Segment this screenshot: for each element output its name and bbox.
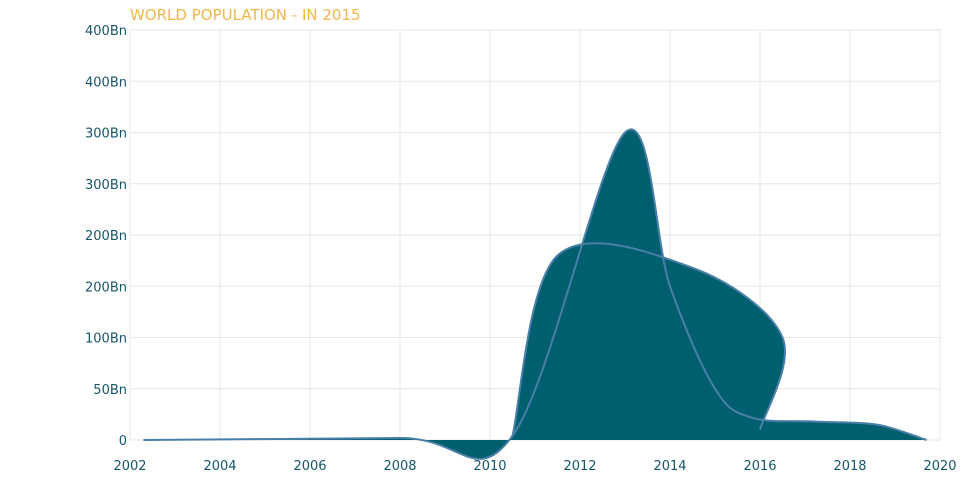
y-tick-label: 200Bn xyxy=(85,280,127,295)
line-series xyxy=(143,128,927,460)
x-tick-label: 2012 xyxy=(563,459,596,474)
y-tick-label: 50Bn xyxy=(93,383,127,398)
x-tick-label: 2002 xyxy=(113,459,146,474)
x-tick-label: 2006 xyxy=(293,459,326,474)
y-tick-label: 0 xyxy=(119,434,127,449)
x-tick-label: 2010 xyxy=(473,459,506,474)
y-tick-label: 100Bn xyxy=(85,332,127,347)
x-tick-label: 2004 xyxy=(203,459,236,474)
x-tick-label: 2014 xyxy=(653,459,686,474)
y-tick-label: 400Bn xyxy=(85,75,127,90)
series-area-1 xyxy=(512,243,786,440)
x-tick-label: 2016 xyxy=(743,459,776,474)
y-tick-label: 300Bn xyxy=(85,127,127,142)
series-line-1 xyxy=(511,242,786,437)
x-tick-label: 2008 xyxy=(383,459,416,474)
series-line-0 xyxy=(143,128,927,460)
chart-title: WORLD POPULATION - IN 2015 xyxy=(130,6,361,24)
x-tick-label: 2020 xyxy=(923,459,956,474)
axis-ticks: 2002 2004 2006 2008 2010 2012 2014 2016 2018 2020… xyxy=(85,24,957,474)
y-tick-label: 400Bn xyxy=(85,24,127,39)
area-series xyxy=(143,129,927,459)
x-tick-label: 2018 xyxy=(833,459,866,474)
y-tick-label: 300Bn xyxy=(85,178,127,193)
y-tick-label: 200Bn xyxy=(85,229,127,244)
